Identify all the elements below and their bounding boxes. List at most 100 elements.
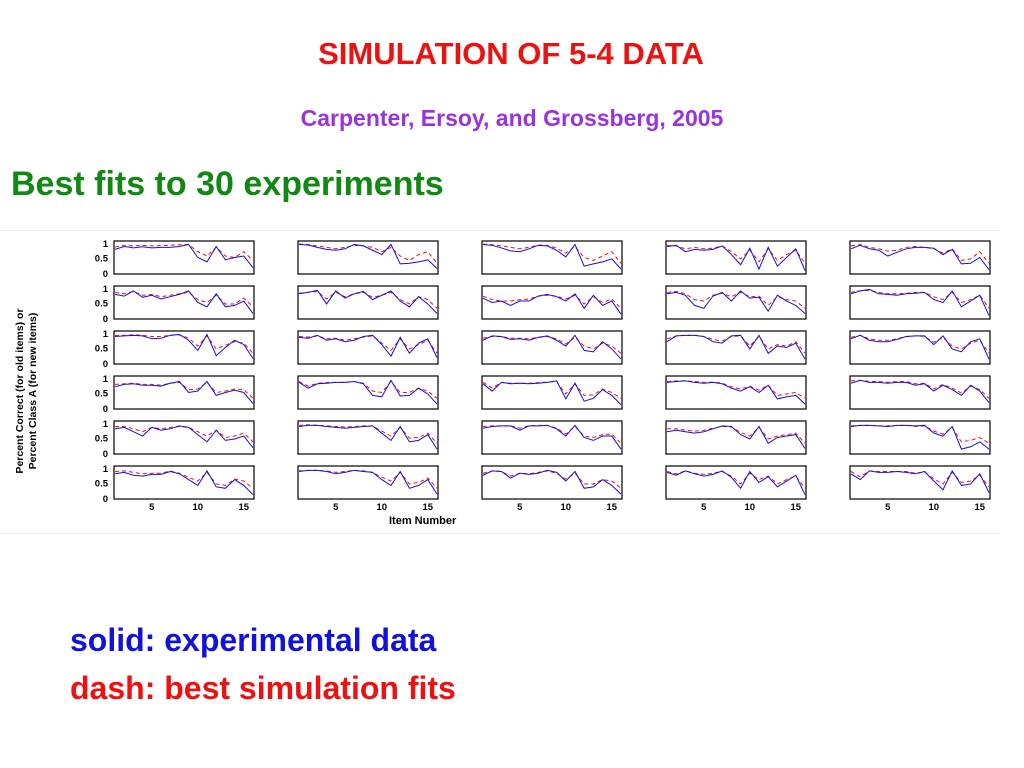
- slide-title: SIMULATION OF 5-4 DATA: [318, 36, 704, 71]
- simulation-series-line: [666, 244, 806, 264]
- x-tick-label: 15: [791, 502, 802, 513]
- x-tick-label: 5: [149, 502, 155, 513]
- x-tick-label: 10: [929, 502, 940, 513]
- y-axis-label: Percent Correct (for old items) or Perce…: [14, 308, 40, 473]
- experimental-series-line: [114, 425, 254, 448]
- simulation-series-line: [298, 380, 438, 399]
- experimental-series-line: [298, 289, 438, 314]
- y-tick-label: 1: [103, 464, 109, 475]
- experimental-series-line: [482, 293, 622, 315]
- y-axis-label-line2: Percent Class A (for new items): [27, 312, 39, 470]
- y-tick-label: 1: [103, 239, 109, 250]
- panel-frame: [113, 330, 255, 365]
- legend-solid-text: solid: experimental data: [70, 622, 437, 658]
- simulation-series-line: [114, 381, 254, 399]
- experimental-series-line: [850, 424, 990, 450]
- experimental-series-line: [850, 379, 990, 403]
- experimental-series-line: [666, 334, 806, 360]
- x-tick-label: 5: [885, 502, 891, 513]
- simulation-series-line: [482, 243, 622, 264]
- panel-frame: [849, 375, 991, 410]
- experimental-series-line: [482, 380, 622, 406]
- x-tick-label: 5: [333, 502, 339, 513]
- y-tick-label: 0: [103, 269, 108, 280]
- experimental-series-line: [666, 380, 806, 405]
- experimental-series-line: [482, 243, 622, 270]
- y-tick-label: 0: [103, 359, 108, 370]
- panel-frame: [113, 375, 255, 410]
- experimental-series-line: [298, 469, 438, 495]
- experimental-series-line: [666, 244, 806, 271]
- simulation-series-line: [114, 470, 254, 489]
- simulation-series-line: [115, 334, 254, 354]
- experimental-series-line: [850, 244, 990, 270]
- panel-frame: [849, 465, 991, 500]
- y-tick-label: 1: [103, 419, 109, 430]
- y-axis-label-line1: Percent Correct (for old items) or: [14, 308, 26, 474]
- simulation-series-line: [482, 470, 622, 489]
- experimental-series-line: [298, 334, 438, 358]
- experimental-series-line: [114, 333, 254, 359]
- experimental-series-line: [114, 469, 254, 496]
- y-tick-label: 1: [103, 374, 109, 385]
- experimental-series-line: [850, 334, 990, 360]
- x-axis-label: Item Number: [389, 515, 457, 527]
- x-tick-label: 5: [701, 502, 707, 513]
- simulation-series-line: [114, 243, 254, 261]
- experimental-series-line: [482, 424, 622, 450]
- x-tick-label: 10: [561, 502, 572, 513]
- section-heading: Best fits to 30 experiments: [11, 165, 444, 203]
- panel-frame: [481, 285, 623, 320]
- y-tick-label: 0: [103, 449, 108, 460]
- experimental-series-line: [482, 334, 622, 360]
- x-tick-label: 10: [193, 502, 204, 513]
- panel-frame: [665, 420, 807, 455]
- figure-panel: 1 0.5 0 1 0.5 0 1 0.5 0 1 0.5 0 1 0.5 0 1 0.5 0 5 10 15 5 10 15…: [0, 230, 1000, 534]
- panel-frame: [665, 285, 807, 320]
- y-tick-label: 1: [103, 284, 109, 295]
- experimental-series-line: [114, 290, 254, 314]
- experimental-series-line: [298, 424, 438, 450]
- simulation-series-line: [298, 243, 438, 264]
- y-tick-label: 0.5: [95, 389, 109, 400]
- y-tick-label: 1: [103, 329, 109, 340]
- panel-frame: [665, 240, 807, 275]
- y-tick-label: 0.5: [95, 344, 109, 355]
- experimental-series-line: [666, 425, 806, 449]
- y-tick-label: 0.5: [95, 479, 109, 490]
- x-tick-label: 15: [607, 502, 618, 513]
- experimental-series-line: [298, 243, 438, 269]
- panel-frame: [849, 240, 991, 275]
- y-tick-label: 0: [103, 494, 108, 505]
- experimental-series-line: [114, 380, 254, 404]
- x-tick-label: 5: [517, 502, 523, 513]
- x-tick-label: 15: [239, 502, 250, 513]
- panel-frame: [297, 285, 439, 320]
- y-tick-label: 0: [103, 314, 108, 325]
- experimental-series-line: [114, 243, 254, 268]
- x-tick-label: 10: [377, 502, 388, 513]
- experimental-series-line: [666, 470, 806, 495]
- panel-grid-chart: 1 0.5 0 1 0.5 0 1 0.5 0 1 0.5 0 1 0.5 0 1 0.5 0 5 10 15 5 10 15…: [95, 239, 991, 513]
- x-tick-label: 15: [975, 502, 986, 513]
- y-tick-label: 0: [103, 404, 108, 415]
- simulation-series-line: [298, 290, 438, 309]
- y-tick-label: 0.5: [95, 254, 109, 265]
- panel-frame: [113, 285, 255, 320]
- panel-frame: [113, 240, 255, 275]
- experimental-series-line: [298, 379, 438, 405]
- y-tick-label: 0.5: [95, 434, 109, 445]
- panel-frame: [297, 375, 439, 410]
- simulation-series-line: [667, 425, 806, 444]
- panel-frame: [481, 375, 623, 410]
- panel-frame: [481, 330, 623, 365]
- x-tick-label: 10: [745, 502, 756, 513]
- panel-frame: [481, 240, 623, 275]
- simulation-series-line: [482, 335, 622, 354]
- experimental-series-line: [850, 288, 990, 316]
- experimental-series-line: [850, 469, 990, 493]
- panel-frame: [849, 420, 991, 455]
- experimental-series-line: [666, 290, 806, 314]
- panel-frame: [113, 465, 255, 500]
- experimental-series-line: [482, 469, 622, 495]
